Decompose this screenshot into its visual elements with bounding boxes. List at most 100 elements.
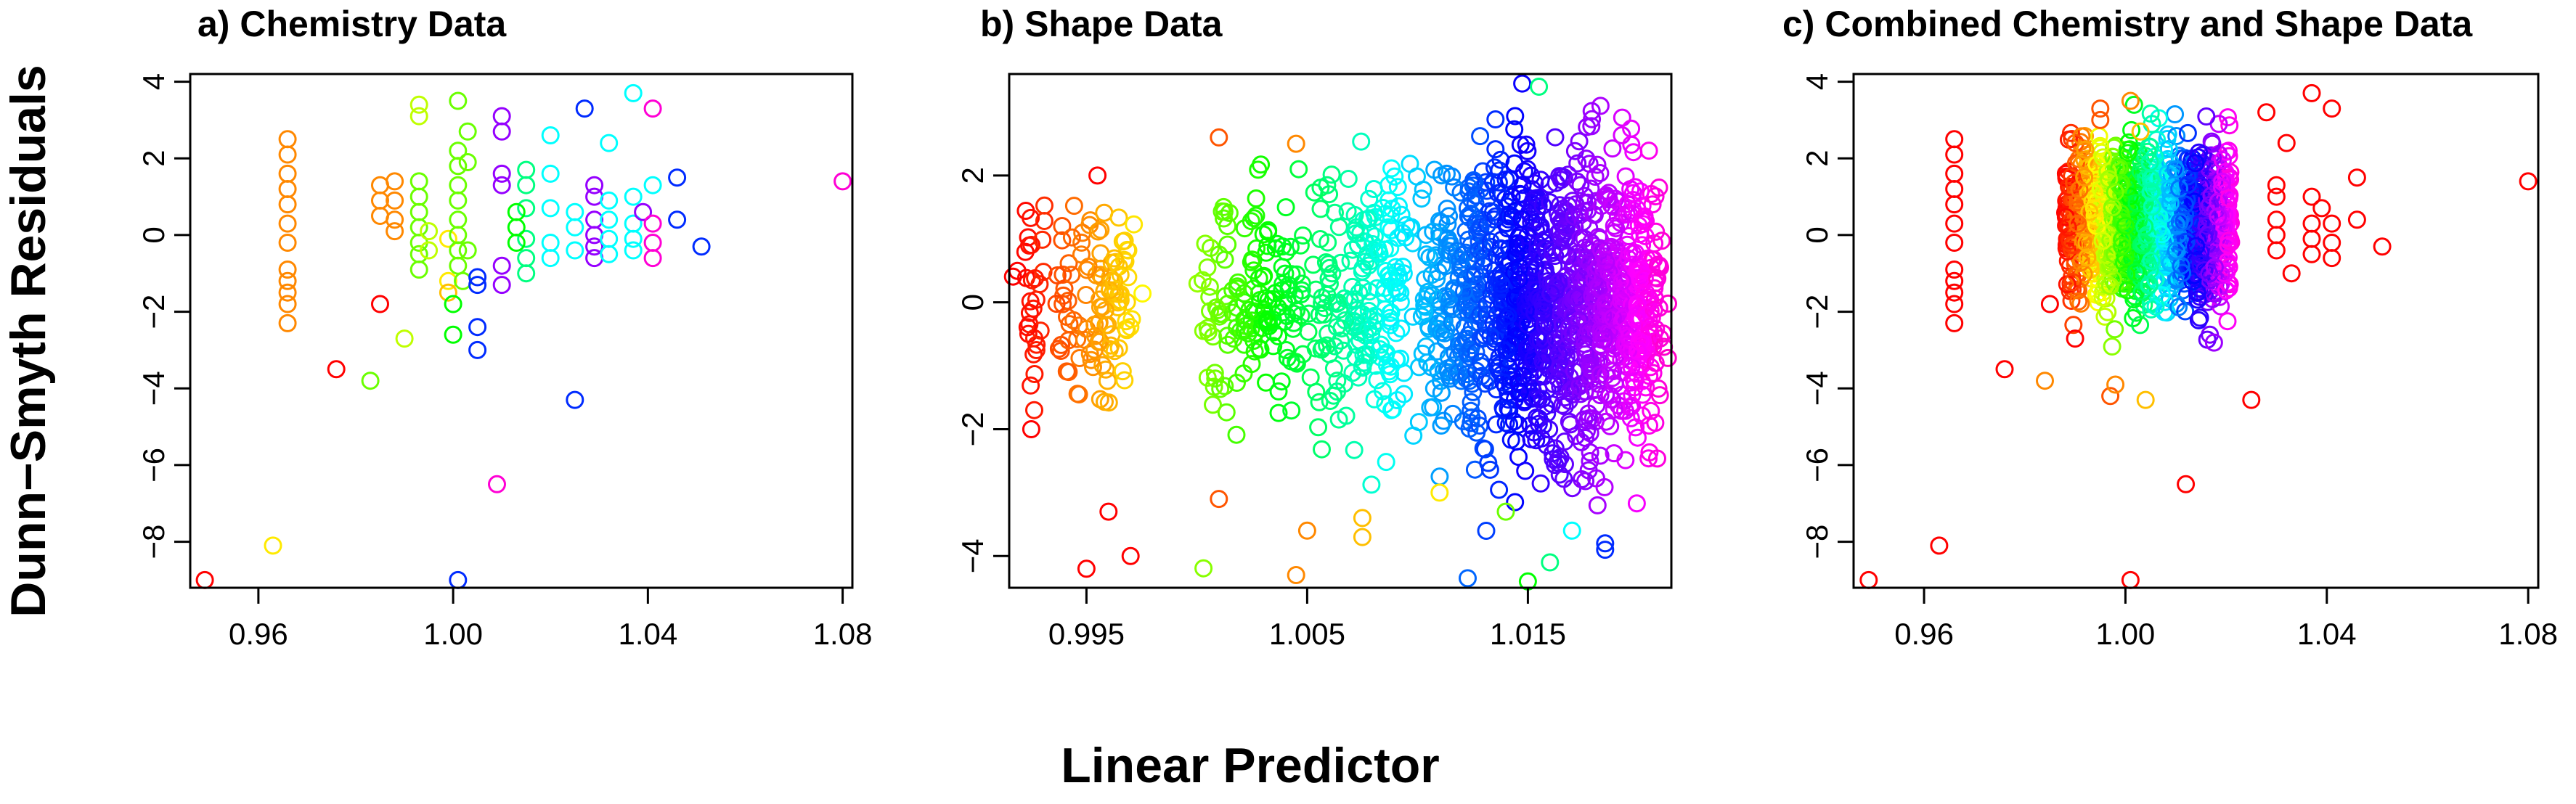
data-point [1570,132,1589,151]
y-tick-label: −4 [136,371,171,406]
data-point [420,222,439,241]
data-point [541,164,560,183]
data-point [1500,335,1519,354]
data-point [1470,241,1488,260]
data-point [1505,120,1524,139]
data-point [1597,253,1615,271]
data-point [2242,390,2261,409]
data-point [1211,380,1230,398]
data-point [1072,233,1091,252]
data-point [507,234,526,252]
x-tick-label: 0.995 [1048,617,1125,651]
data-point [1443,313,1462,332]
data-point [1035,196,1053,215]
data-point [1945,313,1964,332]
data-point [1257,243,1276,262]
data-point [1062,228,1081,247]
y-tick-label: 2 [1800,150,1834,167]
data-point [1530,78,1549,96]
data-point [1488,184,1507,202]
data-point [2071,294,2090,313]
data-point [1515,393,1533,411]
data-point [692,237,711,256]
x-tick-label: 1.08 [2498,617,2558,651]
data-point [1403,307,1422,326]
data-point [2188,290,2207,309]
data-point [643,176,662,194]
data-point [1634,208,1653,226]
data-point [1353,528,1371,546]
y-tick-label: 4 [1800,73,1834,90]
data-point [1512,210,1531,229]
data-point [1100,281,1119,300]
data-point [409,107,428,126]
data-point [1269,403,1288,422]
data-point [1456,270,1475,289]
data-point [1605,444,1623,463]
data-point [1475,440,1494,459]
data-point [1596,541,1615,559]
data-point [2146,297,2165,316]
data-point [1091,259,1110,278]
data-point [575,99,594,118]
y-tick-label: −6 [136,448,171,483]
data-point [1277,341,1296,359]
data-point [1534,303,1553,321]
data-point [1531,171,1550,189]
panel-c-axes: 0.96 1.00 1.04 1.08 −8 −6 −4 −2 0 2 4 [1800,73,2558,651]
data-point [1571,176,1590,194]
data-point [1522,430,1541,448]
data-point [1586,168,1605,186]
data-point [1030,275,1049,294]
data-point [2203,134,2222,153]
data-point [1541,553,1560,572]
data-point [1995,360,2014,379]
data-point [1376,205,1395,223]
data-point [1471,127,1490,146]
data-point [1113,362,1132,381]
data-point [1121,546,1140,565]
data-point [1623,244,1642,263]
data-point [2140,275,2159,294]
data-point [2213,172,2232,191]
data-point [668,210,687,229]
data-point [1533,196,1552,215]
data-point [541,249,560,268]
data-point [1282,265,1301,284]
data-point [1310,393,1329,411]
data-point [1393,223,1412,242]
data-point [1297,521,1316,540]
data-point [2119,144,2137,163]
data-point [1018,318,1037,337]
data-point [1337,406,1356,425]
x-tick-label: 1.04 [618,617,677,651]
data-point [1533,352,1552,371]
data-point [2131,316,2150,335]
data-point [1316,253,1335,271]
data-point [1506,493,1525,512]
data-point [1516,462,1535,480]
data-point [1591,446,1610,465]
data-point [2146,270,2165,289]
data-point [1613,272,1631,290]
data-point [1353,357,1371,376]
data-point [1634,215,1652,234]
panel-c-combined: c) Combined Chemistry and Shape Data 0.9… [1782,4,2558,651]
data-point [439,283,457,302]
data-point [2220,116,2239,135]
data-point [1440,207,1459,226]
data-point [1550,167,1569,186]
data-point [2064,316,2083,335]
data-point [1227,425,1246,444]
data-point [600,191,619,210]
data-point [1033,230,1052,249]
data-point [2277,134,2296,152]
data-point [2205,258,2224,276]
data-point [1027,341,1046,359]
panel-c-points [1859,83,2538,589]
data-point [1093,356,1112,374]
data-point [2080,202,2099,221]
data-point [2161,194,2180,213]
data-point [2113,213,2132,231]
